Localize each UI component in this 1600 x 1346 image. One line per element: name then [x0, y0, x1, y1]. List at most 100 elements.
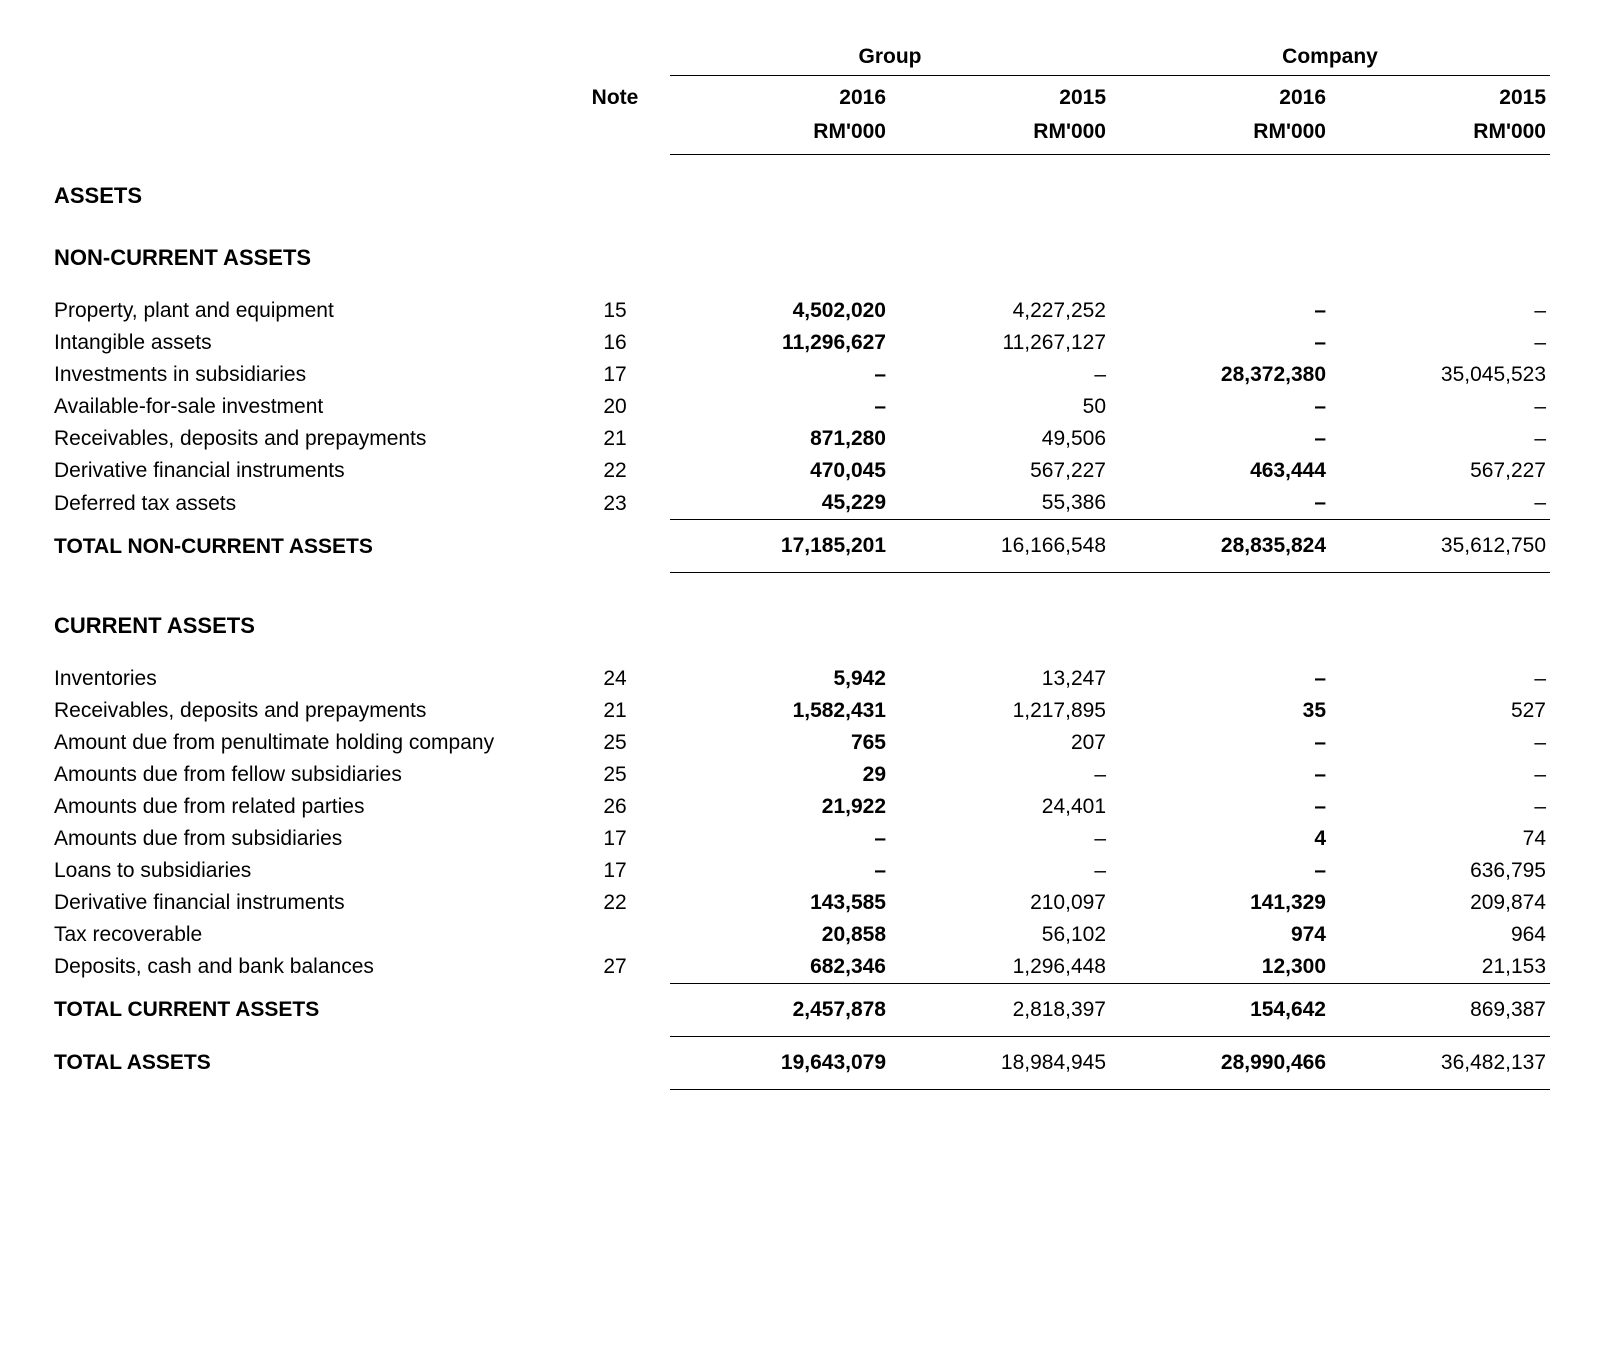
row-note: 24 — [560, 663, 670, 695]
group-header: Group — [670, 40, 1110, 76]
row-g16: 1,582,431 — [670, 695, 890, 727]
row-label: Amount due from penultimate holding comp… — [50, 727, 560, 759]
nca-row: Derivative financial instruments22470,04… — [50, 455, 1550, 487]
nca-total-row: TOTAL NON-CURRENT ASSETS 17,185,201 16,1… — [50, 520, 1550, 573]
balance-sheet-table: Group Company Note 2016 2015 2016 2015 R… — [50, 40, 1550, 1090]
unit-c15: RM'000 — [1330, 115, 1550, 155]
row-g16: 11,296,627 — [670, 327, 890, 359]
unit-g16: RM'000 — [670, 115, 890, 155]
row-g15: 1,217,895 — [890, 695, 1110, 727]
ca-row: Amounts due from subsidiaries17––474 — [50, 823, 1550, 855]
row-g16: 5,942 — [670, 663, 890, 695]
row-g16: – — [670, 359, 890, 391]
nca-total-label: TOTAL NON-CURRENT ASSETS — [50, 520, 560, 573]
row-label: Deferred tax assets — [50, 487, 560, 520]
nca-row: Receivables, deposits and prepayments218… — [50, 423, 1550, 455]
row-c15: 527 — [1330, 695, 1550, 727]
company-header: Company — [1110, 40, 1550, 76]
row-c16: – — [1110, 727, 1330, 759]
row-note: 17 — [560, 359, 670, 391]
row-g15: 49,506 — [890, 423, 1110, 455]
row-c15: 209,874 — [1330, 887, 1550, 919]
row-g16: 871,280 — [670, 423, 890, 455]
row-c15: 964 — [1330, 919, 1550, 951]
ca-row: Amounts due from related parties2621,922… — [50, 791, 1550, 823]
grand-total-c16: 28,990,466 — [1110, 1036, 1330, 1089]
ca-total-label: TOTAL CURRENT ASSETS — [50, 983, 560, 1036]
nca-total-g16: 17,185,201 — [670, 520, 890, 573]
row-note: 22 — [560, 887, 670, 919]
row-g15: 11,267,127 — [890, 327, 1110, 359]
row-note: 23 — [560, 487, 670, 520]
grand-total-g16: 19,643,079 — [670, 1036, 890, 1089]
row-g15: 1,296,448 — [890, 951, 1110, 984]
row-c15: 21,153 — [1330, 951, 1550, 984]
note-header: Note — [560, 76, 670, 116]
assets-heading-row: ASSETS — [50, 155, 1550, 218]
row-label: Intangible assets — [50, 327, 560, 359]
nca-row: Property, plant and equipment154,502,020… — [50, 295, 1550, 327]
row-g15: – — [890, 823, 1110, 855]
row-c15: – — [1330, 295, 1550, 327]
ca-row: Amount due from penultimate holding comp… — [50, 727, 1550, 759]
row-note: 25 — [560, 759, 670, 791]
row-c16: 28,372,380 — [1110, 359, 1330, 391]
row-label: Deposits, cash and bank balances — [50, 951, 560, 984]
row-c15: – — [1330, 791, 1550, 823]
row-g16: 765 — [670, 727, 890, 759]
ca-total-row: TOTAL CURRENT ASSETS 2,457,878 2,818,397… — [50, 983, 1550, 1036]
col-group-2015: 2015 — [890, 76, 1110, 116]
nca-total-g15: 16,166,548 — [890, 520, 1110, 573]
row-c16: – — [1110, 423, 1330, 455]
row-note: 27 — [560, 951, 670, 984]
assets-heading: ASSETS — [50, 155, 1550, 218]
row-label: Available-for-sale investment — [50, 391, 560, 423]
nca-row: Deferred tax assets2345,22955,386–– — [50, 487, 1550, 520]
row-note: 26 — [560, 791, 670, 823]
row-note: 21 — [560, 695, 670, 727]
row-label: Loans to subsidiaries — [50, 855, 560, 887]
ca-row: Tax recoverable20,85856,102974964 — [50, 919, 1550, 951]
row-c16: – — [1110, 663, 1330, 695]
row-note: 17 — [560, 823, 670, 855]
row-label: Property, plant and equipment — [50, 295, 560, 327]
row-label: Tax recoverable — [50, 919, 560, 951]
row-c15: – — [1330, 391, 1550, 423]
row-g15: 210,097 — [890, 887, 1110, 919]
row-c15: – — [1330, 727, 1550, 759]
row-note: 17 — [560, 855, 670, 887]
row-c15: – — [1330, 423, 1550, 455]
row-note: 16 — [560, 327, 670, 359]
row-note: 25 — [560, 727, 670, 759]
row-label: Inventories — [50, 663, 560, 695]
row-c15: 567,227 — [1330, 455, 1550, 487]
row-note: 21 — [560, 423, 670, 455]
row-g16: – — [670, 391, 890, 423]
nca-row: Investments in subsidiaries17––28,372,38… — [50, 359, 1550, 391]
nca-row: Available-for-sale investment20–50–– — [50, 391, 1550, 423]
ca-total-c16: 154,642 — [1110, 983, 1330, 1036]
ca-row: Inventories245,94213,247–– — [50, 663, 1550, 695]
row-g15: 207 — [890, 727, 1110, 759]
ca-row: Loans to subsidiaries17–––636,795 — [50, 855, 1550, 887]
row-c15: 636,795 — [1330, 855, 1550, 887]
row-g16: 470,045 — [670, 455, 890, 487]
row-g16: 29 — [670, 759, 890, 791]
row-label: Receivables, deposits and prepayments — [50, 695, 560, 727]
nca-row: Intangible assets1611,296,62711,267,127–… — [50, 327, 1550, 359]
row-label: Amounts due from subsidiaries — [50, 823, 560, 855]
row-g16: 682,346 — [670, 951, 890, 984]
row-g15: – — [890, 759, 1110, 791]
ca-heading: CURRENT ASSETS — [50, 585, 1550, 663]
nca-heading: NON-CURRENT ASSETS — [50, 217, 1550, 295]
row-c16: – — [1110, 487, 1330, 520]
row-c15: – — [1330, 327, 1550, 359]
row-note: 22 — [560, 455, 670, 487]
row-c16: – — [1110, 791, 1330, 823]
row-c16: 141,329 — [1110, 887, 1330, 919]
row-c16: – — [1110, 327, 1330, 359]
row-label: Receivables, deposits and prepayments — [50, 423, 560, 455]
row-g16: 21,922 — [670, 791, 890, 823]
row-note — [560, 919, 670, 951]
nca-total-c15: 35,612,750 — [1330, 520, 1550, 573]
